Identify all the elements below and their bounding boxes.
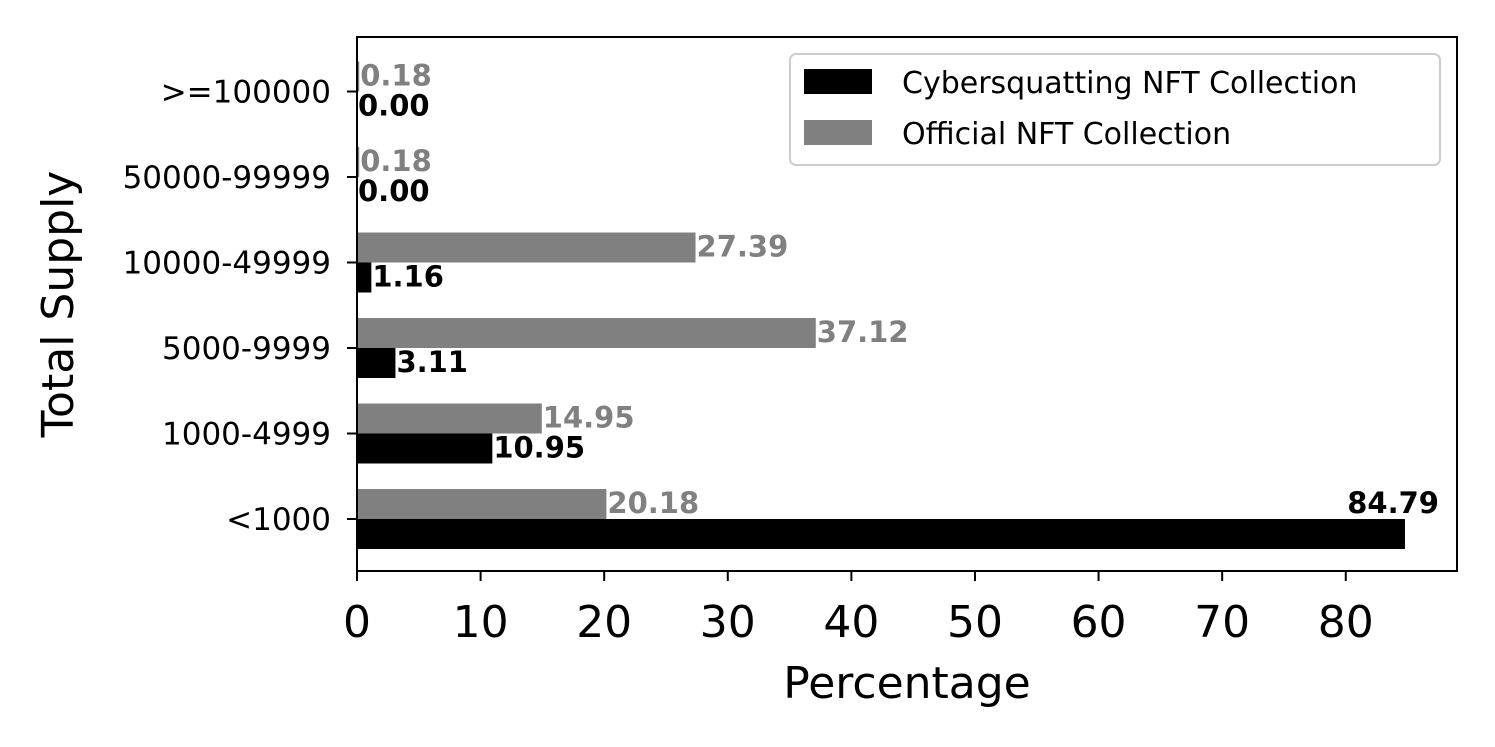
y-tick-label: 50000-99999 (123, 160, 331, 196)
x-tick-label: 60 (1071, 597, 1127, 648)
x-tick-label: 30 (700, 597, 756, 648)
x-tick-label: 50 (947, 597, 1003, 648)
bar-label-cybersquatting-1000-4999: 10.95 (493, 431, 585, 465)
bar-label-official-1000-4999: 14.95 (543, 401, 635, 435)
y-tick-label: 10000-49999 (123, 246, 331, 282)
bar-label-cybersquatting-50000-99999: 0.00 (358, 174, 430, 208)
x-tick-label: 0 (343, 597, 371, 648)
x-axis: 0 10 20 30 40 50 60 70 80 (343, 571, 1374, 648)
bar-cybersquatting-5000-9999 (357, 348, 396, 378)
y-axis: <1000 1000-4999 5000-9999 10000-49999 50000-… (123, 75, 357, 538)
y-tick-label: 1000-4999 (162, 417, 331, 453)
bar-labels-group: 84.79 10.95 3.11 1.16 0.00 0.00 20.18 14.95 37.1… (358, 59, 1439, 521)
bar-label-official-1000: 20.18 (607, 486, 699, 520)
y-tick-label: >=100000 (161, 75, 331, 111)
bar-label-official-100000: 0.18 (360, 59, 432, 93)
legend-frame (789, 53, 1441, 166)
bar-label-official-10000-49999: 27.39 (697, 230, 789, 264)
plot-frame (356, 36, 1458, 572)
x-tick-label: 40 (823, 597, 879, 648)
bar-official-10000-49999 (357, 232, 696, 263)
x-tick-label: 20 (576, 597, 632, 648)
bars-group (357, 61, 1405, 549)
legend: Cybersquatting NFT Collection Official N… (789, 53, 1441, 166)
bar-label-official-50000-99999: 0.18 (360, 144, 432, 178)
bar-cybersquatting-1000 (357, 519, 1405, 549)
bar-label-cybersquatting-100000: 0.00 (358, 89, 430, 123)
x-tick-label: 70 (1194, 597, 1250, 648)
y-axis-title: Total Supply (33, 171, 84, 439)
y-tick-label: <1000 (226, 502, 331, 538)
legend-label-official: Official NFT Collection (902, 117, 1231, 152)
x-axis-title: Percentage (783, 658, 1031, 709)
bar-official-1000-4999 (357, 403, 542, 434)
bar-label-cybersquatting-5000-9999: 3.11 (396, 345, 468, 379)
y-tick-label: 5000-9999 (162, 331, 331, 367)
bar-cybersquatting-10000-49999 (357, 262, 372, 293)
bar-official-100000 (357, 61, 360, 92)
bar-label-cybersquatting-1000: 84.79 (1347, 486, 1439, 520)
legend-label-cybersquatting: Cybersquatting NFT Collection (902, 66, 1357, 101)
legend-swatch-cybersquatting (804, 69, 872, 94)
bar-label-official-5000-9999: 37.12 (817, 315, 909, 349)
bar-label-cybersquatting-10000-49999: 1.16 (372, 260, 444, 294)
x-tick-label: 10 (453, 597, 509, 648)
bar-official-5000-9999 (357, 318, 816, 348)
bar-cybersquatting-1000-4999 (357, 433, 493, 464)
bar-official-1000 (357, 489, 607, 519)
x-tick-label: 80 (1318, 597, 1374, 648)
bar-official-50000-99999 (357, 147, 360, 177)
legend-swatch-official (804, 120, 872, 145)
